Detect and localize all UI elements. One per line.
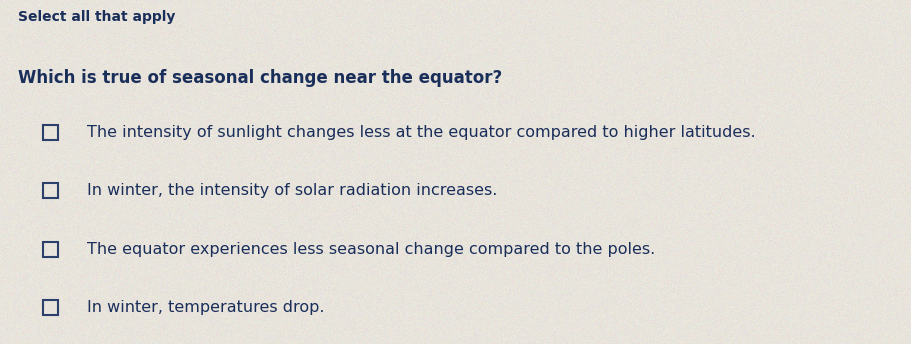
- Text: In winter, the intensity of solar radiation increases.: In winter, the intensity of solar radiat…: [87, 183, 496, 198]
- Bar: [43, 242, 57, 257]
- Text: In winter, temperatures drop.: In winter, temperatures drop.: [87, 300, 323, 315]
- Bar: [43, 300, 57, 315]
- Text: The equator experiences less seasonal change compared to the poles.: The equator experiences less seasonal ch…: [87, 242, 654, 257]
- Text: The intensity of sunlight changes less at the equator compared to higher latitud: The intensity of sunlight changes less a…: [87, 125, 754, 140]
- Bar: [43, 183, 57, 198]
- Bar: [43, 125, 57, 140]
- Text: Which is true of seasonal change near the equator?: Which is true of seasonal change near th…: [18, 69, 502, 87]
- Text: Select all that apply: Select all that apply: [18, 10, 176, 24]
